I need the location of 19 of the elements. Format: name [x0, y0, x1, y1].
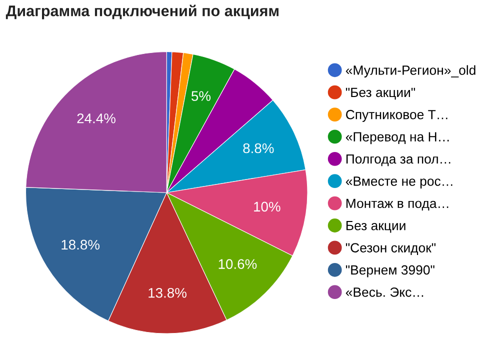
data-label: 18.8%: [62, 240, 100, 250]
legend-label: «Перевод на Н…: [346, 132, 449, 144]
data-label: 24.4%: [77, 113, 116, 124]
legend-label: "Вернем 3990": [346, 265, 434, 278]
chart-title: Диаграмма подключений по акциям: [6, 4, 278, 20]
data-label: 13.8%: [148, 288, 186, 298]
legend-label: «Мульти-Регион»_old: [346, 65, 476, 78]
legend-label: Без акции: [346, 221, 406, 233]
legend-label: Полгода за пол…: [346, 154, 450, 166]
legend-label: «Весь. Экс…: [346, 287, 424, 297]
legend-label: Монтаж в пода…: [346, 198, 448, 211]
legend-label: "Сезон скидок": [346, 243, 436, 255]
data-label: 10%: [254, 202, 280, 212]
data-label: 5%: [192, 91, 211, 101]
data-label: 8.8%: [243, 143, 274, 154]
legend-label: «Вместе не рос…: [346, 176, 452, 188]
legend-label: Спутниковое Т…: [346, 110, 448, 122]
legend-label: "Без акции": [346, 88, 416, 100]
data-label: 10.6%: [218, 259, 257, 269]
